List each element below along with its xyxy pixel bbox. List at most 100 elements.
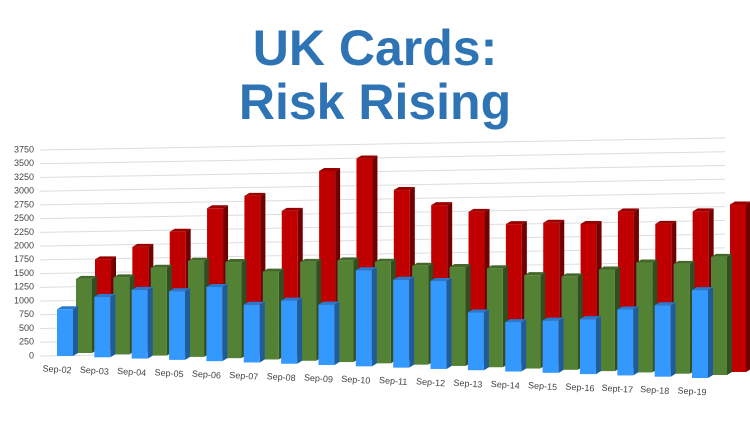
bar-top: [598, 266, 620, 270]
bar: [243, 304, 260, 363]
x-tick-label: Sept-17: [601, 383, 633, 395]
bar: [262, 271, 279, 360]
y-tick-label: 750: [19, 309, 34, 319]
bar-side: [409, 276, 415, 368]
bar-top: [617, 306, 639, 310]
bar-top: [449, 264, 471, 268]
bar: [449, 267, 466, 366]
x-tick-label: Sep-02: [42, 363, 72, 375]
bar-top: [711, 253, 732, 257]
y-tick-label: 250: [19, 337, 34, 347]
bar: [711, 256, 727, 375]
bar-top: [617, 208, 639, 212]
bar-side: [670, 302, 676, 377]
bar: [598, 269, 615, 372]
bar-top: [95, 256, 116, 260]
bar-top: [244, 192, 266, 196]
bar-top: [412, 262, 434, 266]
bar-top: [374, 258, 396, 262]
bar-top: [206, 284, 228, 288]
bar: [542, 320, 559, 373]
bar: [636, 262, 653, 373]
bar: [150, 267, 167, 356]
bar: [355, 270, 372, 367]
y-tick-label: 1000: [14, 295, 34, 305]
bar-side: [222, 284, 228, 362]
bar: [318, 304, 335, 366]
bar-top: [281, 297, 303, 301]
bar: [505, 322, 522, 372]
bar-top: [169, 228, 191, 232]
bar-top: [76, 275, 97, 279]
x-tick-label: Sep-07: [229, 370, 259, 382]
x-tick-label: Sep-03: [80, 365, 110, 377]
bar: [579, 319, 596, 375]
bar: [57, 309, 73, 356]
bar-top: [319, 167, 341, 171]
bar: [654, 305, 671, 377]
bar-side: [708, 287, 713, 378]
bar-top: [692, 287, 713, 291]
grid-line: [39, 233, 726, 247]
x-tick-label: Sep-16: [565, 381, 595, 393]
bar-top: [561, 273, 583, 277]
bar-top: [225, 259, 247, 263]
y-tick-label: 3250: [14, 172, 34, 182]
y-tick-label: 3750: [14, 144, 34, 154]
bar-side: [334, 301, 340, 366]
x-tick-label: Sep-06: [192, 369, 222, 381]
x-tick-label: Sep-09: [304, 372, 334, 384]
bar-top: [262, 268, 284, 272]
grid-line: [39, 137, 726, 151]
bar-top: [131, 286, 153, 290]
bar-top: [505, 221, 527, 225]
bar: [188, 260, 205, 357]
bar-top: [393, 276, 415, 280]
bar: [131, 289, 148, 359]
bar-side: [595, 316, 601, 375]
bar-side: [727, 253, 732, 375]
x-tick-label: Sep-14: [490, 379, 520, 391]
bar: [281, 300, 298, 364]
bar-side: [73, 306, 78, 356]
bar-side: [110, 293, 116, 358]
x-tick-label: Sep-10: [341, 374, 371, 386]
bar-side: [483, 309, 489, 371]
bar: [374, 261, 391, 364]
bar-top: [467, 309, 489, 313]
y-tick-label: 0: [29, 350, 34, 360]
bar-top: [132, 243, 154, 247]
x-tick-label: Sep-15: [528, 380, 558, 392]
x-tick-label: Sep-18: [640, 384, 670, 396]
y-tick-label: 500: [19, 323, 34, 333]
y-tick-label: 2750: [14, 199, 34, 209]
bar: [113, 277, 130, 355]
bar-top: [188, 257, 210, 261]
bar-top: [430, 278, 452, 282]
bar-side: [746, 202, 750, 372]
grid-line: [39, 219, 726, 233]
bar-side: [185, 288, 191, 360]
bar: [673, 263, 690, 374]
bar: [486, 268, 503, 368]
chart-title: Risk Rising: [239, 74, 511, 130]
y-tick-label: 2250: [14, 227, 34, 237]
bar: [617, 309, 634, 376]
bar-top: [169, 288, 191, 292]
bar-top: [113, 274, 135, 278]
y-tick-label: 2000: [14, 241, 34, 251]
bar: [337, 260, 354, 363]
bar-side: [371, 267, 377, 367]
bar-side: [446, 278, 452, 369]
y-tick-label: 3500: [14, 158, 34, 168]
bar-top: [281, 207, 303, 211]
bar-top: [150, 264, 172, 268]
x-tick-label: Sep-12: [416, 376, 446, 388]
bar-top: [579, 316, 601, 320]
bar-top: [505, 319, 527, 323]
bar: [430, 281, 447, 369]
grid-line: [39, 178, 726, 192]
bar-top: [356, 155, 378, 159]
bar-top: [337, 257, 359, 261]
